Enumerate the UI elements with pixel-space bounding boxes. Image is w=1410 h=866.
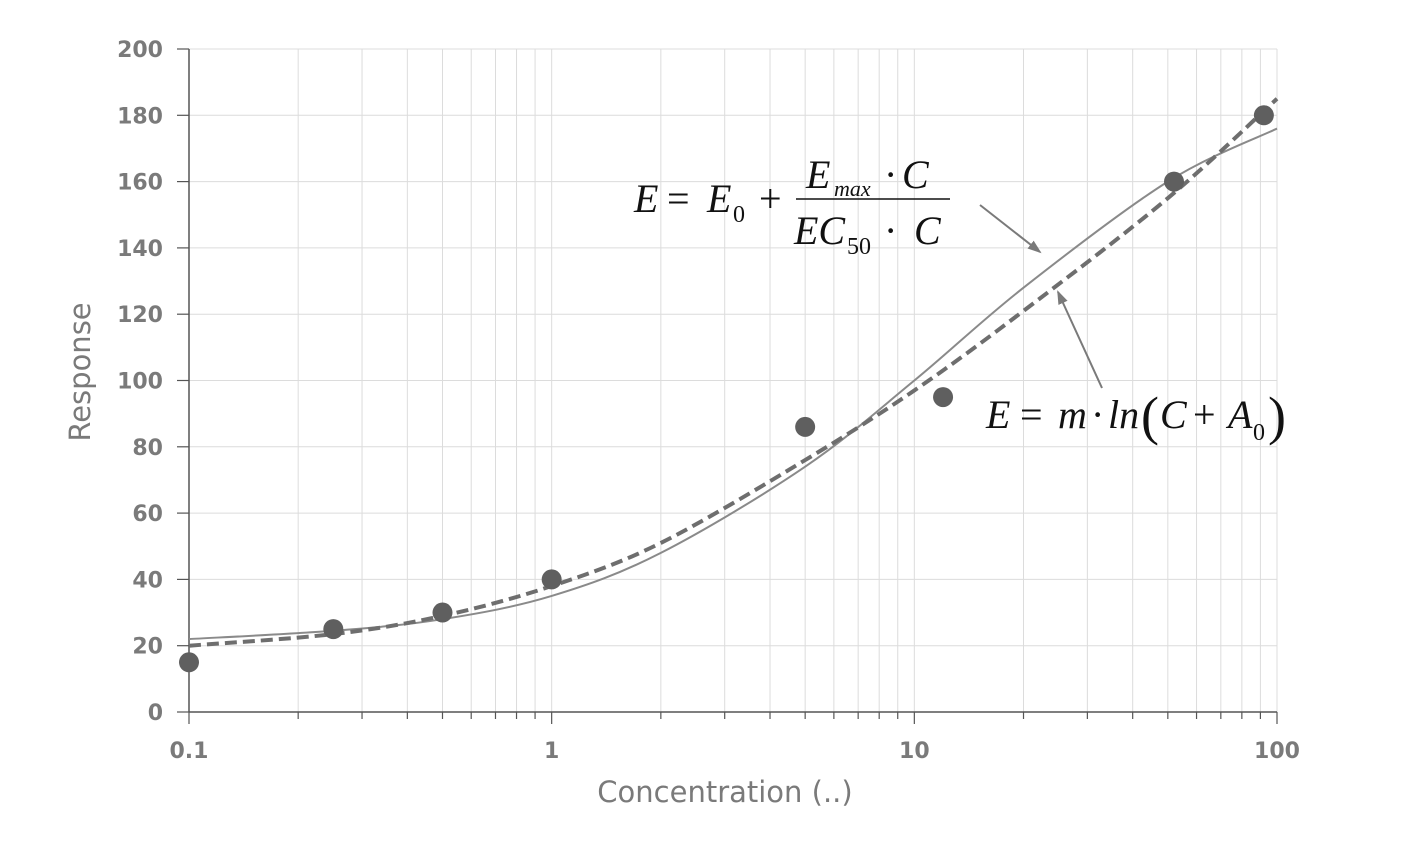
y-tick-label: 0 <box>148 701 163 726</box>
log-fit-curve <box>188 97 1279 648</box>
data-point <box>432 602 453 623</box>
emax-arrow <box>979 204 1042 254</box>
eq2-lparen: ( <box>1141 386 1159 446</box>
eq2-A: A <box>1225 392 1253 437</box>
eq-plus: + <box>759 176 782 221</box>
eq-den-C: C <box>914 208 942 253</box>
y-tick-label: 140 <box>117 237 163 262</box>
eq-E: E <box>633 176 658 221</box>
log-equation: E = m · ln ( C + A 0 ) <box>985 386 1286 446</box>
eq-den-sub: 50 <box>847 234 871 260</box>
data-point <box>1253 105 1274 126</box>
x-axis-title: Concentration (..) <box>597 775 852 809</box>
data-points <box>179 105 1274 673</box>
x-tick-label: 100 <box>1254 739 1300 764</box>
fit-curves <box>188 97 1279 648</box>
eq-equals: = <box>667 176 690 221</box>
y-tick-label: 20 <box>132 635 163 660</box>
eq2-C: C <box>1160 392 1188 437</box>
data-point <box>1164 171 1185 192</box>
y-tick-label: 180 <box>117 104 163 129</box>
eq-E0: E <box>706 176 731 221</box>
y-tick-label: 200 <box>117 38 163 63</box>
data-point <box>179 652 199 673</box>
eq-num-C: C <box>902 152 930 197</box>
y-tick-label: 160 <box>117 171 163 196</box>
eq2-plus: + <box>1193 392 1216 437</box>
y-tick-label: 60 <box>132 502 163 527</box>
y-tick-label: 40 <box>132 568 163 593</box>
emax-equation: E = E 0 + E max · C EC 50 · C <box>633 152 950 260</box>
eq-den-dot: · <box>884 208 897 253</box>
eq2-ln: ln <box>1108 392 1139 437</box>
data-point <box>795 416 816 437</box>
eq-num-sub: max <box>834 176 871 201</box>
y-tick-label: 100 <box>117 370 163 395</box>
tick-labels: 0 20 40 60 80 100 120 140 160 180 200 0.1 1 10 100 <box>117 38 1300 764</box>
grid <box>188 48 1278 713</box>
eq2-rparen: ) <box>1268 386 1286 446</box>
eq-E0-sub: 0 <box>733 202 745 228</box>
y-axis-title: Response <box>63 302 97 441</box>
eq2-E: E <box>985 392 1010 437</box>
log-arrow <box>1057 290 1103 389</box>
axes <box>177 48 1278 724</box>
eq2-sub: 0 <box>1253 420 1265 446</box>
eq-den-EC: EC <box>793 208 846 253</box>
y-tick-label: 120 <box>117 303 163 328</box>
x-tick-label: 10 <box>899 739 930 764</box>
eq2-m: m <box>1058 392 1087 437</box>
data-point <box>541 569 562 590</box>
data-point <box>323 619 344 640</box>
eq-num-dot: · <box>884 152 897 197</box>
eq-num-E: E <box>805 152 830 197</box>
eq2-equals: = <box>1020 392 1043 437</box>
data-point <box>933 387 954 408</box>
y-tick-label: 80 <box>132 436 163 461</box>
x-tick-label: 0.1 <box>170 739 209 764</box>
eq2-dot: · <box>1091 392 1104 437</box>
x-tick-label: 1 <box>544 739 559 764</box>
